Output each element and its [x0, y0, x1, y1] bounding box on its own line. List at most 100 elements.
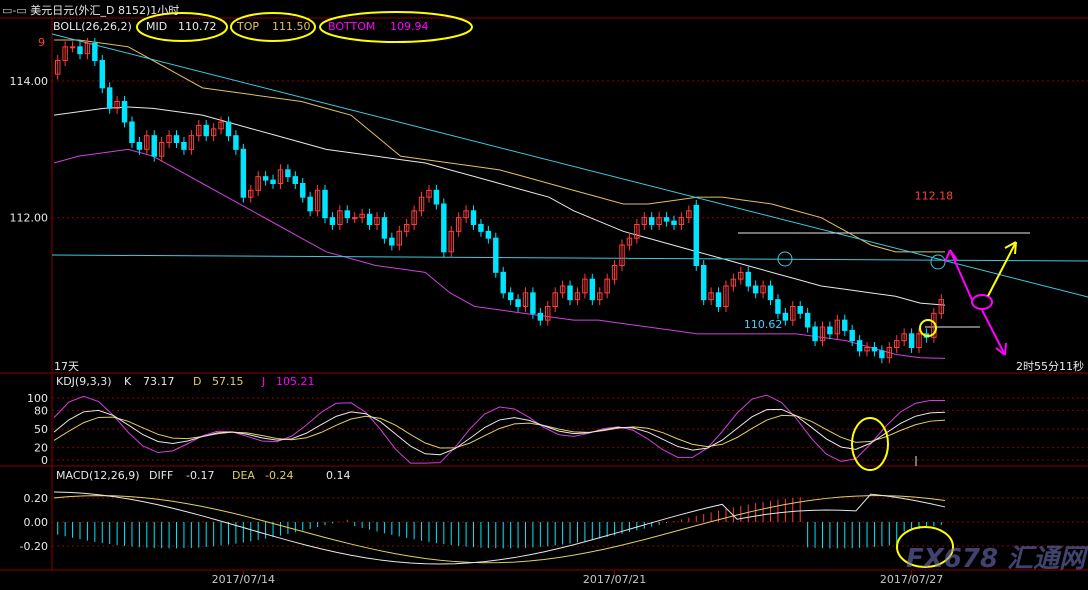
- candle-body: [708, 292, 714, 301]
- macd-value: 0.14: [326, 469, 351, 482]
- candle-body: [144, 135, 150, 150]
- candle-body: [545, 306, 551, 321]
- candle-body: [240, 148, 247, 198]
- candle-body: [337, 210, 343, 225]
- candle-body: [842, 319, 848, 331]
- candle-body: [626, 237, 633, 246]
- candle-body: [663, 217, 670, 222]
- kdj-indicator-label: KDJ(9,3,3): [56, 375, 112, 388]
- candle-body: [493, 237, 499, 273]
- highlight-top: [230, 12, 316, 42]
- arrow-magenta-up: [949, 249, 973, 301]
- candle-body: [344, 210, 351, 219]
- candle-body: [641, 217, 648, 226]
- price-tick-label: 114.00: [10, 75, 49, 88]
- candle-body: [54, 60, 61, 75]
- candle-body: [285, 169, 291, 178]
- kdj-tick-label: 100: [27, 392, 48, 405]
- candle-body: [589, 278, 596, 301]
- candle-body: [99, 60, 105, 89]
- candle-body: [797, 306, 803, 314]
- boll-bottom-line: [53, 148, 946, 359]
- macd-dea-label: DEA: [232, 469, 255, 482]
- candle-body: [455, 217, 462, 232]
- highlight-macd-cross: [896, 526, 954, 568]
- candle-body: [478, 224, 484, 232]
- candle-body: [738, 271, 744, 280]
- macd-tick-label: 0.00: [24, 516, 49, 529]
- candle-body: [812, 326, 818, 342]
- candle-body: [782, 312, 789, 321]
- arrow-yellow-up: [987, 241, 1017, 297]
- candle-body: [366, 213, 373, 225]
- arrow-yellow-up-head: [1004, 241, 1017, 255]
- candle-body: [136, 142, 143, 150]
- candle-body: [819, 326, 826, 342]
- kdj-k-line: [53, 408, 946, 456]
- highlight-bottom: [319, 11, 473, 43]
- kdj-j-line: [53, 394, 946, 464]
- macd-dea-line: [53, 495, 946, 564]
- y-axis: 114.00 112.00: [10, 75, 49, 225]
- candle-body: [292, 176, 299, 185]
- macd-diff-line: [53, 491, 946, 565]
- boll-left-clip: 9: [38, 36, 45, 49]
- candle-body: [530, 292, 536, 314]
- macd-indicator-label: MACD(12,26,9): [56, 469, 140, 482]
- candle-body: [582, 278, 588, 294]
- candle-body: [500, 271, 506, 294]
- kdj-d-value: 57.15: [212, 375, 244, 388]
- candle-body: [314, 189, 321, 212]
- arrow-magenta-up-head: [944, 249, 958, 263]
- boll-mid-label: MID: [146, 20, 168, 33]
- candle-body: [715, 292, 722, 308]
- boll-bottom-value: 109.94: [390, 20, 429, 33]
- candle-body: [790, 306, 796, 321]
- candle-body: [158, 142, 165, 157]
- candle-body: [693, 204, 699, 267]
- kdj-k-value: 73.17: [143, 375, 175, 388]
- price-annotation-label: 110.62: [744, 318, 783, 331]
- candle-body: [403, 224, 410, 232]
- candle-body: [225, 121, 232, 137]
- candle-body: [849, 329, 855, 342]
- x-tick-label: 2017/07/27: [880, 573, 943, 586]
- descending-trendline: [51, 33, 1088, 298]
- candle-body: [619, 244, 625, 266]
- candle-body: [233, 135, 239, 150]
- bollinger-bands: [53, 39, 946, 359]
- candle-body: [381, 217, 388, 239]
- macd-tick-label: 0.20: [24, 492, 49, 505]
- x-tick-label: 2017/07/21: [583, 573, 646, 586]
- candle-body: [270, 179, 276, 184]
- candle-body: [248, 189, 254, 198]
- candle-body: [767, 285, 774, 301]
- macd-diff-value: -0.17: [186, 469, 215, 482]
- candle-body: [723, 285, 729, 307]
- candle-body: [567, 285, 573, 301]
- candle-body: [329, 217, 336, 226]
- window-menu-icon[interactable]: ▭-▭: [2, 4, 31, 17]
- kdj-j-value: 105.21: [276, 375, 315, 388]
- candle-body: [300, 183, 306, 198]
- candle-body: [84, 42, 91, 55]
- boll-mid-line: [53, 106, 946, 306]
- candle-body: [894, 340, 900, 348]
- price-tick-label: 112.00: [10, 212, 49, 225]
- window-title-bar[interactable]: ▭-▭ 美元日元(外汇_D 8152)1小时: [2, 2, 179, 18]
- trend-lines: [51, 33, 1088, 328]
- candle-body: [752, 285, 759, 294]
- window-title: 美元日元(外汇_D 8152)1小时: [30, 4, 180, 17]
- candle-body: [656, 217, 662, 226]
- candle-body: [374, 217, 380, 226]
- candle-body: [730, 278, 737, 287]
- candle-body: [92, 42, 98, 62]
- candle-body: [262, 176, 269, 181]
- candle-body: [834, 319, 841, 335]
- candle-body: [151, 135, 157, 157]
- macd-grid: 0.20 0.00 -0.20: [20, 492, 1088, 553]
- candle-body: [77, 46, 83, 55]
- candle-body: [396, 230, 402, 246]
- boll-bottom-label: BOTTOM: [328, 20, 376, 33]
- candle-body: [537, 312, 544, 321]
